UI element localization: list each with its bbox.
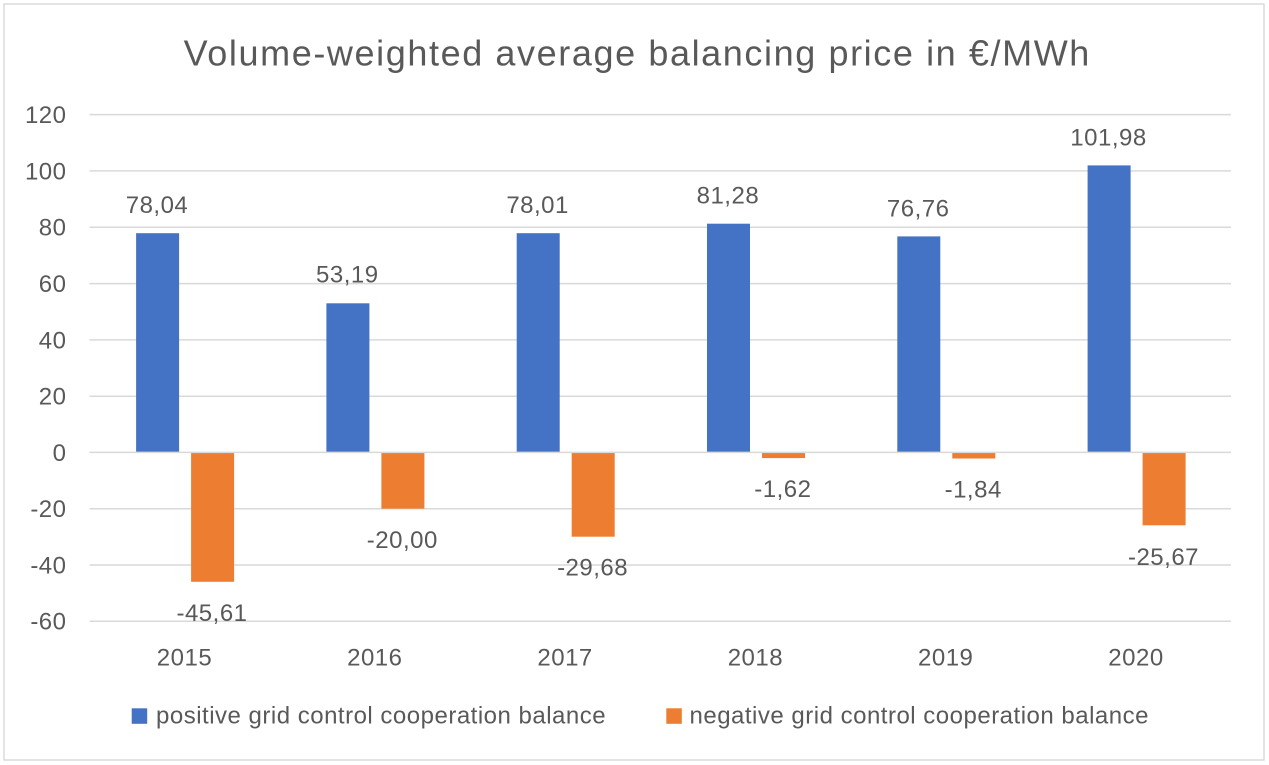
svg-text:101,98: 101,98 (1070, 124, 1146, 151)
svg-text:78,04: 78,04 (126, 192, 189, 219)
svg-text:-40: -40 (30, 552, 66, 579)
svg-text:-25,67: -25,67 (1128, 544, 1199, 571)
svg-text:-60: -60 (30, 609, 66, 636)
svg-text:20: 20 (39, 384, 67, 411)
svg-text:negative grid control cooperat: negative grid control cooperation balanc… (690, 702, 1149, 729)
svg-text:-1,84: -1,84 (945, 477, 1002, 504)
svg-text:2016: 2016 (347, 645, 402, 672)
svg-text:positive grid control cooperat: positive grid control cooperation balanc… (156, 702, 606, 729)
svg-text:2020: 2020 (1108, 645, 1163, 672)
svg-text:120: 120 (25, 102, 67, 129)
svg-text:2019: 2019 (918, 645, 973, 672)
svg-text:76,76: 76,76 (887, 195, 950, 222)
svg-text:40: 40 (39, 327, 67, 354)
svg-text:2015: 2015 (157, 645, 212, 672)
svg-text:-29,68: -29,68 (557, 555, 628, 582)
svg-text:60: 60 (39, 271, 67, 298)
svg-text:Volume-weighted average balanc: Volume-weighted average balancing price … (184, 33, 1091, 74)
svg-text:78,01: 78,01 (506, 192, 569, 219)
svg-text:2017: 2017 (537, 645, 592, 672)
svg-text:100: 100 (25, 158, 67, 185)
svg-text:2018: 2018 (728, 645, 783, 672)
svg-text:81,28: 81,28 (697, 183, 760, 210)
svg-text:-45,61: -45,61 (176, 600, 247, 627)
svg-text:-20: -20 (30, 496, 66, 523)
svg-text:53,19: 53,19 (316, 262, 379, 289)
svg-text:-1,62: -1,62 (754, 476, 811, 503)
svg-text:0: 0 (53, 440, 67, 467)
svg-text:-20,00: -20,00 (367, 527, 438, 554)
svg-text:80: 80 (39, 215, 67, 242)
